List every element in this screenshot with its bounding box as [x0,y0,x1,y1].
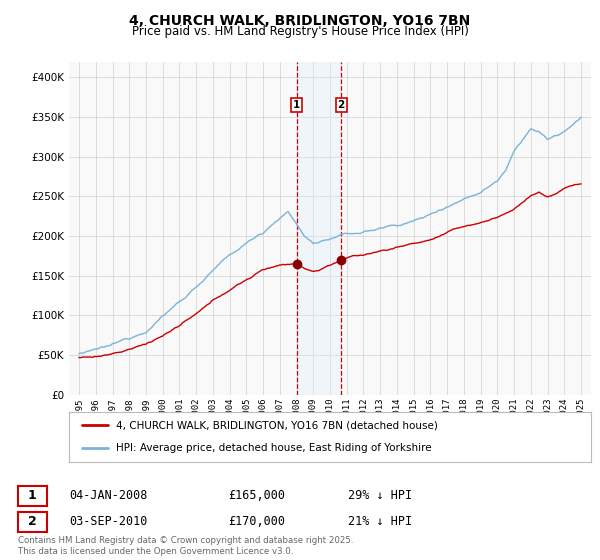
Text: 2: 2 [338,100,345,110]
Text: 4, CHURCH WALK, BRIDLINGTON, YO16 7BN: 4, CHURCH WALK, BRIDLINGTON, YO16 7BN [130,14,470,28]
Text: 1: 1 [28,489,37,502]
Text: £170,000: £170,000 [228,515,285,529]
Text: 21% ↓ HPI: 21% ↓ HPI [348,515,412,529]
Text: 1: 1 [293,100,301,110]
Text: 03-SEP-2010: 03-SEP-2010 [69,515,148,529]
Text: 2: 2 [28,515,37,529]
Text: £165,000: £165,000 [228,489,285,502]
Text: 04-JAN-2008: 04-JAN-2008 [69,489,148,502]
Text: 4, CHURCH WALK, BRIDLINGTON, YO16 7BN (detached house): 4, CHURCH WALK, BRIDLINGTON, YO16 7BN (d… [116,420,438,430]
Text: Price paid vs. HM Land Registry's House Price Index (HPI): Price paid vs. HM Land Registry's House … [131,25,469,38]
Text: Contains HM Land Registry data © Crown copyright and database right 2025.
This d: Contains HM Land Registry data © Crown c… [18,536,353,556]
Bar [297,62,341,395]
Text: 29% ↓ HPI: 29% ↓ HPI [348,489,412,502]
Text: HPI: Average price, detached house, East Riding of Yorkshire: HPI: Average price, detached house, East… [116,444,431,454]
